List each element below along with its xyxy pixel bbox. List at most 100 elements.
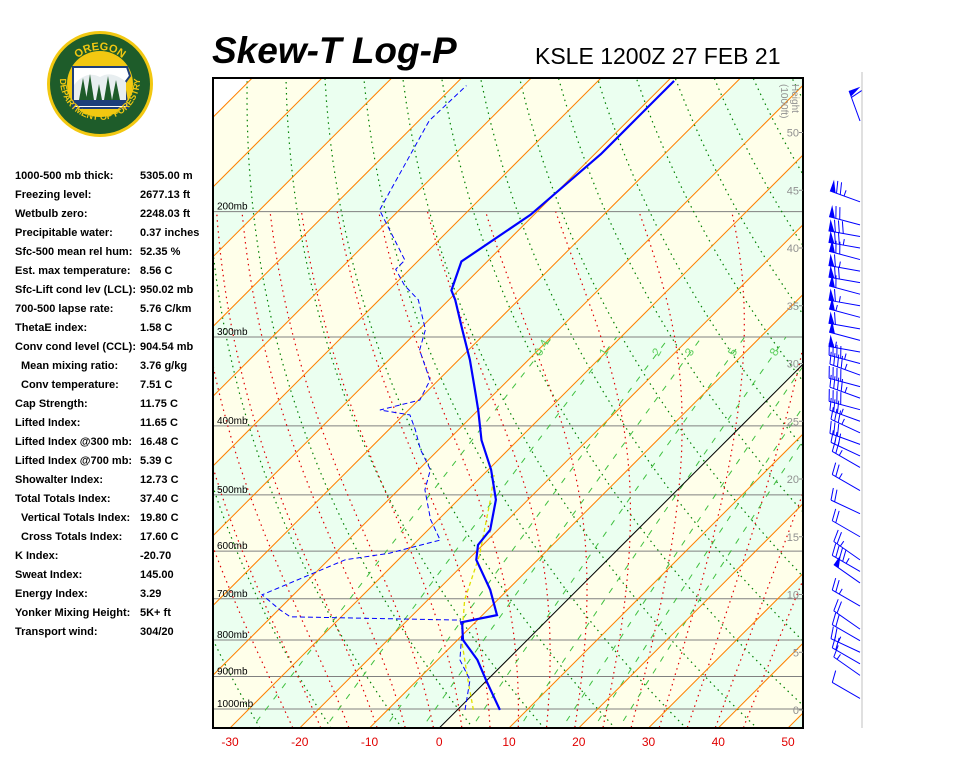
stat-label: Lifted Index @300 mb: xyxy=(15,436,133,448)
temperature-tick-label: -30 xyxy=(221,735,239,749)
wind-barb-staff xyxy=(829,432,861,445)
wind-barb-feather xyxy=(831,612,837,625)
wind-barb xyxy=(828,288,861,307)
wind-barb xyxy=(829,374,861,399)
stat-value: 37.40 C xyxy=(140,493,179,505)
stat-label: 700-500 lapse rate: xyxy=(15,303,114,315)
wind-barb-feather xyxy=(834,312,836,325)
stat-label: Showalter Index: xyxy=(15,474,104,486)
stat-value: 17.60 C xyxy=(140,531,179,543)
wind-barb-staff xyxy=(829,190,861,203)
moist-adiabat xyxy=(269,211,435,728)
wind-barb-staff xyxy=(832,624,861,642)
mixing-ratio-line xyxy=(470,336,746,728)
wind-barb-staff xyxy=(848,90,861,122)
mixing-ratio-line xyxy=(518,336,787,728)
isobar-label: 500mb xyxy=(217,485,248,496)
wind-barb xyxy=(830,407,861,434)
dry-adiabat xyxy=(479,78,803,642)
wind-barb xyxy=(829,179,861,203)
wind-barb-pennant xyxy=(829,179,836,193)
wind-barb xyxy=(828,311,861,330)
wind-barb-half-feather xyxy=(839,540,845,547)
moist-adiabat xyxy=(213,465,322,728)
wind-barb-feather xyxy=(831,543,837,556)
stat-label: Wetbulb zero: xyxy=(15,208,88,220)
wind-barb-feather xyxy=(829,351,832,365)
temperature-bands xyxy=(213,78,803,728)
wind-barb-feather xyxy=(839,182,843,195)
wind-barb-staff xyxy=(830,441,861,457)
wind-barb xyxy=(830,626,861,653)
wind-barb xyxy=(829,421,861,445)
wind-barb-feather xyxy=(836,180,839,194)
stat-label: Lifted Index: xyxy=(15,417,81,429)
temperature-tick-label: 50 xyxy=(781,735,795,749)
stat-label: Lifted Index @700 mb: xyxy=(15,455,133,467)
wind-barb-staff xyxy=(832,682,861,699)
height-tick-label: 50 xyxy=(787,128,799,140)
wind-barb-feather xyxy=(834,408,838,422)
stat-label: 1000-500 mb thick: xyxy=(15,170,114,182)
mixing-ratio-line xyxy=(593,406,803,728)
wind-barb xyxy=(828,239,861,261)
wind-barb-pennant xyxy=(828,253,835,267)
isotherm-line xyxy=(229,154,803,728)
wind-barb-pennant xyxy=(829,320,835,334)
wind-barb-staff xyxy=(829,409,861,422)
stat-label: Conv temperature: xyxy=(21,379,119,391)
wind-barb-pennant xyxy=(829,205,835,219)
wind-barb-feather xyxy=(835,464,840,477)
wind-barb-staff xyxy=(830,499,861,515)
wind-barb-feather xyxy=(835,614,840,627)
stat-value: 2248.03 ft xyxy=(140,208,191,220)
wind-barb-half-feather xyxy=(841,418,845,425)
wind-barb-staff xyxy=(832,554,861,572)
isotherm-line xyxy=(213,84,803,676)
wind-barb-feather xyxy=(835,545,840,558)
moist-adiabat xyxy=(378,211,520,728)
isotherm-line xyxy=(213,78,463,328)
wind-barb-feather xyxy=(833,599,839,611)
dry-adiabat xyxy=(791,78,803,102)
stat-label: Total Totals Index: xyxy=(15,493,111,505)
wind-barb-pennant xyxy=(828,265,835,279)
wind-barb xyxy=(828,230,861,249)
isobar-label: 300mb xyxy=(217,327,248,338)
wind-barb-staff xyxy=(828,331,861,341)
wind-barb-feather xyxy=(837,231,840,245)
wind-barb-staff xyxy=(830,418,861,434)
wind-barb-half-feather xyxy=(844,386,848,393)
wind-barb-pennant xyxy=(828,288,835,302)
wind-barb-pennant xyxy=(833,554,841,569)
wind-barb-feather xyxy=(833,529,839,542)
height-tick-label: 0 xyxy=(793,705,799,717)
stat-value: 12.73 C xyxy=(140,474,179,486)
wind-barb-feather xyxy=(851,90,862,98)
height-axis-title: Height xyxy=(789,84,800,113)
dry-adiabat xyxy=(819,54,960,733)
wind-barb xyxy=(833,554,861,584)
temperature-tick-label: 20 xyxy=(572,735,586,749)
moist-adiabat xyxy=(213,362,350,728)
stat-value: 16.48 C xyxy=(140,436,179,448)
wind-barb xyxy=(828,253,861,272)
wind-barb xyxy=(831,635,861,665)
wind-barb-half-feather xyxy=(838,261,841,268)
stat-value: 904.54 mb xyxy=(140,341,194,353)
wind-barb-feather xyxy=(836,354,840,367)
stat-label: Cross Totals Index: xyxy=(21,531,123,543)
mixing-ratio-line xyxy=(421,336,703,728)
stat-value: 19.80 C xyxy=(140,512,179,524)
stat-label: ThetaE index: xyxy=(15,322,88,334)
stat-label: Est. max temperature: xyxy=(15,265,131,277)
dry-adiabat xyxy=(895,54,960,733)
wind-barb-pennant xyxy=(849,86,861,97)
wind-barb-staff xyxy=(828,216,861,226)
stat-value: 3.76 g/kg xyxy=(140,360,188,372)
temperature-tick-label: -20 xyxy=(291,735,309,749)
moist-adiabat xyxy=(686,344,803,728)
wind-barb xyxy=(828,274,861,295)
stat-label: Freezing level: xyxy=(15,189,92,201)
